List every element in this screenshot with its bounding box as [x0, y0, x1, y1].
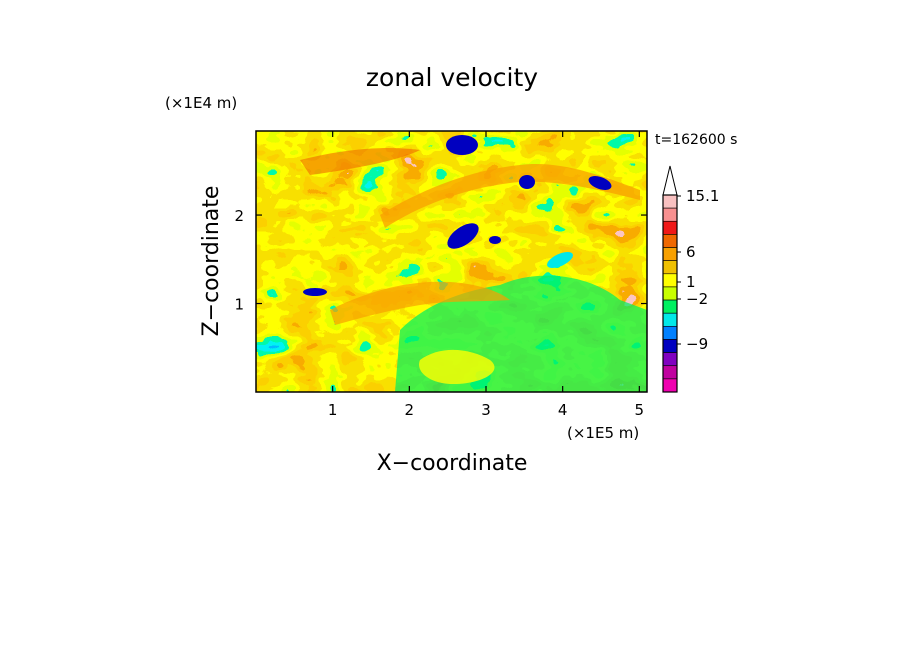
colorbar-segment — [662, 286, 678, 301]
x-tick-label: 3 — [481, 401, 491, 419]
colorbar-frame — [662, 194, 678, 393]
x-axis: 1 2 3 4 5 — [328, 131, 644, 419]
negative-core-right — [588, 176, 612, 190]
x-tick-label: 1 — [328, 401, 338, 419]
x-axis-label: X−coordinate — [377, 451, 528, 476]
colorbar-arrow — [662, 165, 678, 196]
colorbar-segment — [662, 365, 678, 380]
negative-core-small — [489, 236, 501, 244]
colorbar-tick-label: 15.1 — [686, 187, 719, 205]
negative-core-upper-right — [519, 175, 535, 189]
y-tick-label: 1 — [234, 296, 244, 314]
x-tick-label: 5 — [635, 401, 645, 419]
colorbar-segment — [662, 378, 678, 393]
plot-frame — [255, 130, 648, 393]
colorbar-segment — [662, 312, 678, 327]
warm-band-mid — [330, 281, 510, 325]
weak-flow-patch — [419, 349, 495, 385]
negative-core-mid — [447, 223, 479, 249]
x-tick-label: 2 — [405, 401, 415, 419]
negative-core-top — [446, 135, 478, 155]
time-label: t=162600 s — [655, 132, 737, 148]
colorbar-tick-label: 6 — [686, 243, 696, 261]
colorbar-tick-label: 1 — [686, 273, 696, 291]
colorbar-segment — [662, 247, 678, 261]
colorbar-segment — [662, 326, 678, 340]
x-multiplier-label: (×1E5 m) — [567, 424, 639, 442]
colorbar-segment — [662, 207, 678, 222]
colorbar-segment — [662, 352, 678, 367]
colorbar-segment — [662, 299, 678, 314]
colorbar-tick-label: −2 — [686, 290, 708, 308]
warm-band-upper — [380, 164, 640, 228]
y-multiplier-label: (×1E4 m) — [165, 94, 237, 112]
y-tick-label: 2 — [234, 207, 244, 225]
colorbar-segment — [662, 339, 678, 353]
y-axis-label: Z−coordinate — [199, 186, 224, 337]
x-tick-label: 4 — [558, 401, 568, 419]
y-axis: 12 — [234, 207, 647, 314]
colorbar-segment — [662, 194, 678, 209]
colorbar-tick-label: −9 — [686, 335, 708, 353]
colorbar-segment — [662, 273, 678, 288]
negative-core-mid-right — [547, 251, 573, 269]
negative-core-left — [303, 288, 327, 296]
chart-title: zonal velocity — [366, 63, 538, 92]
colorbar: 15.1 6 1−2 −9 — [662, 165, 719, 393]
colorbar-segment — [662, 220, 678, 235]
colorbar-segment — [662, 234, 678, 248]
warm-band-top — [300, 148, 420, 175]
colorbar-segment — [662, 260, 678, 275]
plot-area — [256, 131, 647, 392]
